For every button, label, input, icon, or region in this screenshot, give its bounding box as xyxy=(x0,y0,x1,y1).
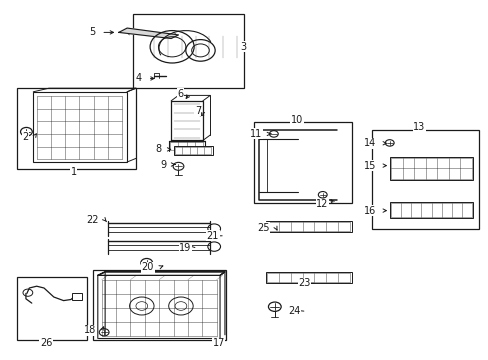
Text: 16: 16 xyxy=(364,206,376,216)
Text: 15: 15 xyxy=(364,161,376,171)
Text: 11: 11 xyxy=(249,129,262,139)
Bar xyxy=(265,221,351,232)
Bar xyxy=(72,293,82,300)
Text: 21: 21 xyxy=(206,231,219,241)
Bar xyxy=(133,14,243,88)
Bar xyxy=(33,92,127,162)
Bar xyxy=(389,202,472,218)
Bar xyxy=(254,122,351,203)
Text: 10: 10 xyxy=(290,114,303,125)
Text: 24: 24 xyxy=(288,306,300,316)
Polygon shape xyxy=(119,28,178,39)
Text: 5: 5 xyxy=(89,27,95,37)
Text: 6: 6 xyxy=(177,89,183,99)
Text: 8: 8 xyxy=(155,144,161,154)
Text: 4: 4 xyxy=(135,73,142,84)
Text: 26: 26 xyxy=(40,338,52,348)
Bar xyxy=(17,88,136,169)
Text: 13: 13 xyxy=(412,122,425,132)
Text: 3: 3 xyxy=(239,42,245,52)
Bar xyxy=(389,157,472,180)
Text: 7: 7 xyxy=(194,106,201,116)
Text: 18: 18 xyxy=(84,325,96,336)
Text: 22: 22 xyxy=(86,215,99,225)
Text: 19: 19 xyxy=(179,243,191,253)
Text: 9: 9 xyxy=(160,159,166,170)
Text: 20: 20 xyxy=(142,262,154,272)
Text: 2: 2 xyxy=(22,132,28,142)
Text: 1: 1 xyxy=(70,167,77,177)
Text: 23: 23 xyxy=(298,278,310,288)
Text: 17: 17 xyxy=(212,338,224,348)
Bar xyxy=(17,277,87,340)
Text: 12: 12 xyxy=(316,199,328,210)
Bar xyxy=(371,130,478,229)
Bar xyxy=(265,272,351,283)
Bar xyxy=(93,270,225,340)
Text: 25: 25 xyxy=(257,222,269,233)
Bar xyxy=(174,146,212,155)
Text: 14: 14 xyxy=(364,138,376,148)
